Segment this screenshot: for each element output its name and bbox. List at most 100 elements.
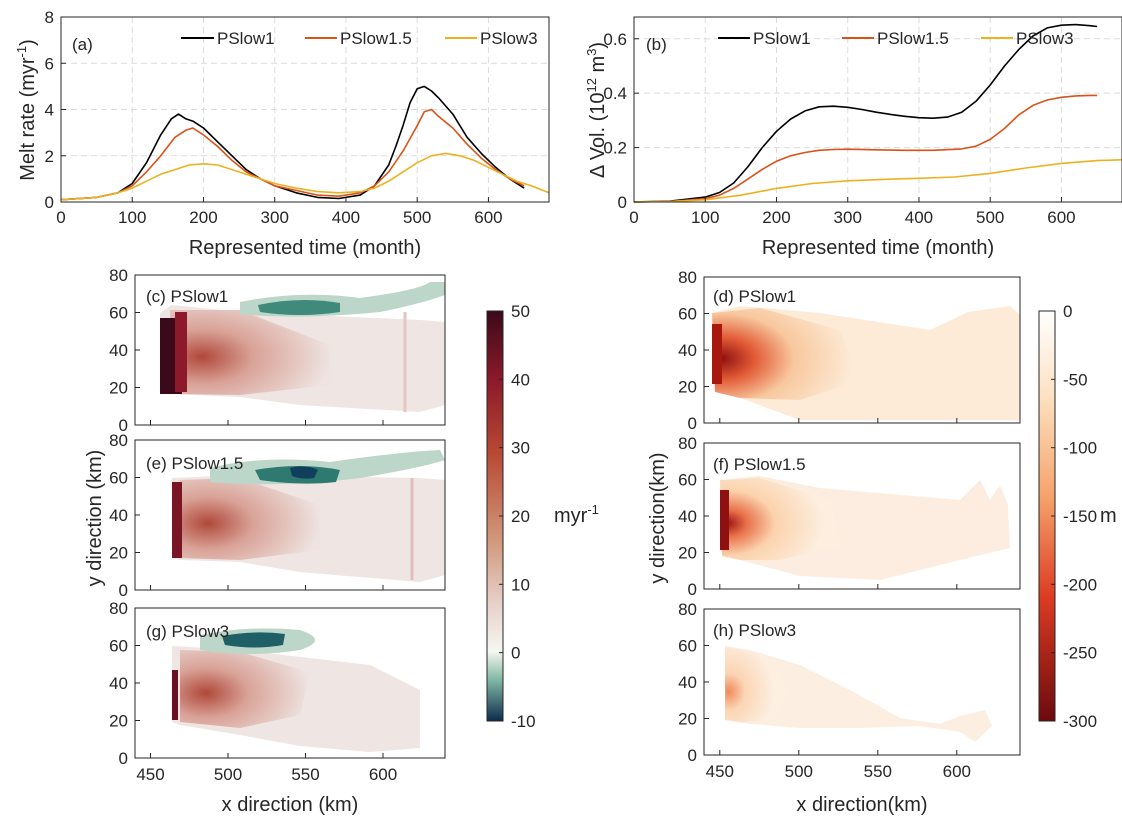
x-tick-label: 450 (706, 762, 734, 781)
x-tick-label: 200 (189, 208, 217, 227)
legend-b-label-2: PSlow1.5 (877, 29, 949, 48)
y-tick-label: 20 (109, 379, 128, 398)
legend-a-label-2: PSlow1.5 (340, 29, 412, 48)
series-line-1 (60, 85, 525, 201)
y-tick-label: 80 (109, 266, 128, 285)
y-tick-label: 0.4 (603, 84, 627, 103)
panel-f-thickness-map: (f) PSlow1.5 (703, 442, 1021, 590)
series-line-2 (633, 94, 1098, 203)
melt-map-xlabel: x direction (km) (222, 794, 359, 816)
thickness-colorbar: 0 -50 -100 -150 -200 -250 -300 m (1038, 302, 1117, 731)
y-tick-label: 20 (109, 544, 128, 563)
thinning-region (712, 308, 860, 400)
thickness-map-xlabel: x direction(km) (796, 794, 927, 816)
y-tick-label: 8 (45, 8, 54, 27)
panel-h-thickness-map: (h) PSlow3 (703, 608, 1021, 756)
colorbar-tick-label: -150 (1063, 507, 1097, 526)
panel-f-label: (f) PSlow1.5 (713, 455, 806, 474)
y-tick-label: 20 (678, 544, 697, 563)
panel-g-label: (g) PSlow3 (146, 622, 229, 641)
colorbar-tick-label: 0 (1063, 302, 1072, 321)
strong-thinning-front (720, 490, 729, 550)
y-tick-label: 4 (45, 101, 54, 120)
y-tick-label: 40 (109, 341, 128, 360)
x-tick-label: 500 (214, 765, 242, 784)
y-tick-label: 0 (688, 746, 697, 765)
colorbar-tick-label: 50 (511, 302, 530, 321)
x-tick-label: 200 (762, 208, 790, 227)
colorbar-tick-label: 0 (511, 644, 520, 663)
y-tick-label: 80 (109, 599, 128, 618)
panel-b-ylabel: Δ Vol. (1012 m3) (584, 42, 609, 178)
y-tick-label: 60 (678, 637, 697, 656)
x-tick-label: 500 (976, 208, 1004, 227)
legend-b-label-3: PSlow3 (1016, 29, 1074, 48)
refreeze-core (258, 299, 340, 315)
y-tick-label: 80 (678, 600, 697, 619)
ice-shelf-region (725, 646, 992, 742)
panel-e-melt-map: (e) PSlow1.5 (134, 439, 446, 591)
y-tick-label: 60 (109, 304, 128, 323)
thickness-colorbar-unit: m (1100, 505, 1117, 527)
y-tick-label: 0 (45, 193, 54, 212)
x-tick-label: 600 (1047, 208, 1075, 227)
y-tick-label: 80 (109, 431, 128, 450)
panel-e-label: (e) PSlow1.5 (146, 454, 243, 473)
x-tick-label: 600 (369, 765, 397, 784)
panel-b-lines (633, 23, 1122, 203)
y-tick-label: 0 (688, 414, 697, 433)
x-tick-label: 100 (691, 208, 719, 227)
colorbar-tick-label: 20 (511, 507, 530, 526)
y-tick-label: 40 (678, 507, 697, 526)
panel-b-volume-change: 0 100 200 300 400 500 600 0 0.2 0.4 0.6 (b) PSlow1… (584, 16, 1122, 259)
y-tick-label: 20 (678, 378, 697, 397)
x-tick-label: 600 (474, 208, 502, 227)
panel-b-frame (633, 16, 1122, 203)
y-tick-label: 40 (109, 674, 128, 693)
y-tick-label: 60 (109, 469, 128, 488)
panel-a-melt-rate: 0 100 200 300 400 500 600 0 2 4 6 8 (a) PSlow1 PSlo… (14, 8, 550, 259)
thickness-map-ylabel: y direction(km) (647, 452, 669, 583)
melt-colorbar: 50 40 30 20 10 0 -10 myr-1 (486, 302, 599, 731)
y-tick-label: 60 (678, 305, 697, 324)
panel-b-label: (b) (646, 35, 667, 54)
series-line-3 (633, 159, 1122, 203)
panel-d-label: (d) PSlow1 (713, 287, 796, 306)
melt-region (170, 310, 330, 395)
y-tick-label: 0 (688, 580, 697, 599)
y-tick-label: 0.2 (603, 139, 627, 158)
thinning-region (720, 478, 840, 560)
x-tick-label: 100 (118, 208, 146, 227)
panel-g-melt-map: (g) PSlow3 (134, 607, 446, 759)
x-tick-label: 0 (56, 208, 65, 227)
strong-thinning-front (712, 324, 722, 384)
melt-region (180, 650, 310, 728)
x-tick-label: 400 (905, 208, 933, 227)
melt-map-ylabel: y direction (km) (84, 450, 106, 587)
melt-colorbar-unit: myr-1 (554, 502, 599, 527)
melt-region (180, 478, 320, 560)
y-tick-label: 40 (678, 341, 697, 360)
x-tick-label: 600 (943, 762, 971, 781)
refreeze-core (222, 632, 285, 648)
x-tick-label: 450 (136, 765, 164, 784)
legend-b-label-1: PSlow1 (753, 29, 811, 48)
colorbar-tick-label: -250 (1063, 644, 1097, 663)
y-tick-label: 6 (45, 54, 54, 73)
y-tick-label: 60 (678, 471, 697, 490)
series-line-3 (60, 152, 550, 201)
x-tick-label: 400 (332, 208, 360, 227)
y-tick-label: 20 (109, 712, 128, 731)
legend-a-label-3: PSlow3 (480, 29, 538, 48)
x-tick-label: 500 (403, 208, 431, 227)
high-melt-front (172, 482, 182, 558)
x-tick-label: 550 (864, 762, 892, 781)
melt-front-edge (175, 312, 187, 392)
panel-d-thickness-map: (d) PSlow1 (703, 276, 1021, 424)
panel-a-ticks: 0 100 200 300 400 500 600 0 2 4 6 8 (45, 8, 503, 227)
panel-h-label: (h) PSlow3 (713, 621, 796, 640)
y-tick-label: 0.6 (603, 30, 627, 49)
